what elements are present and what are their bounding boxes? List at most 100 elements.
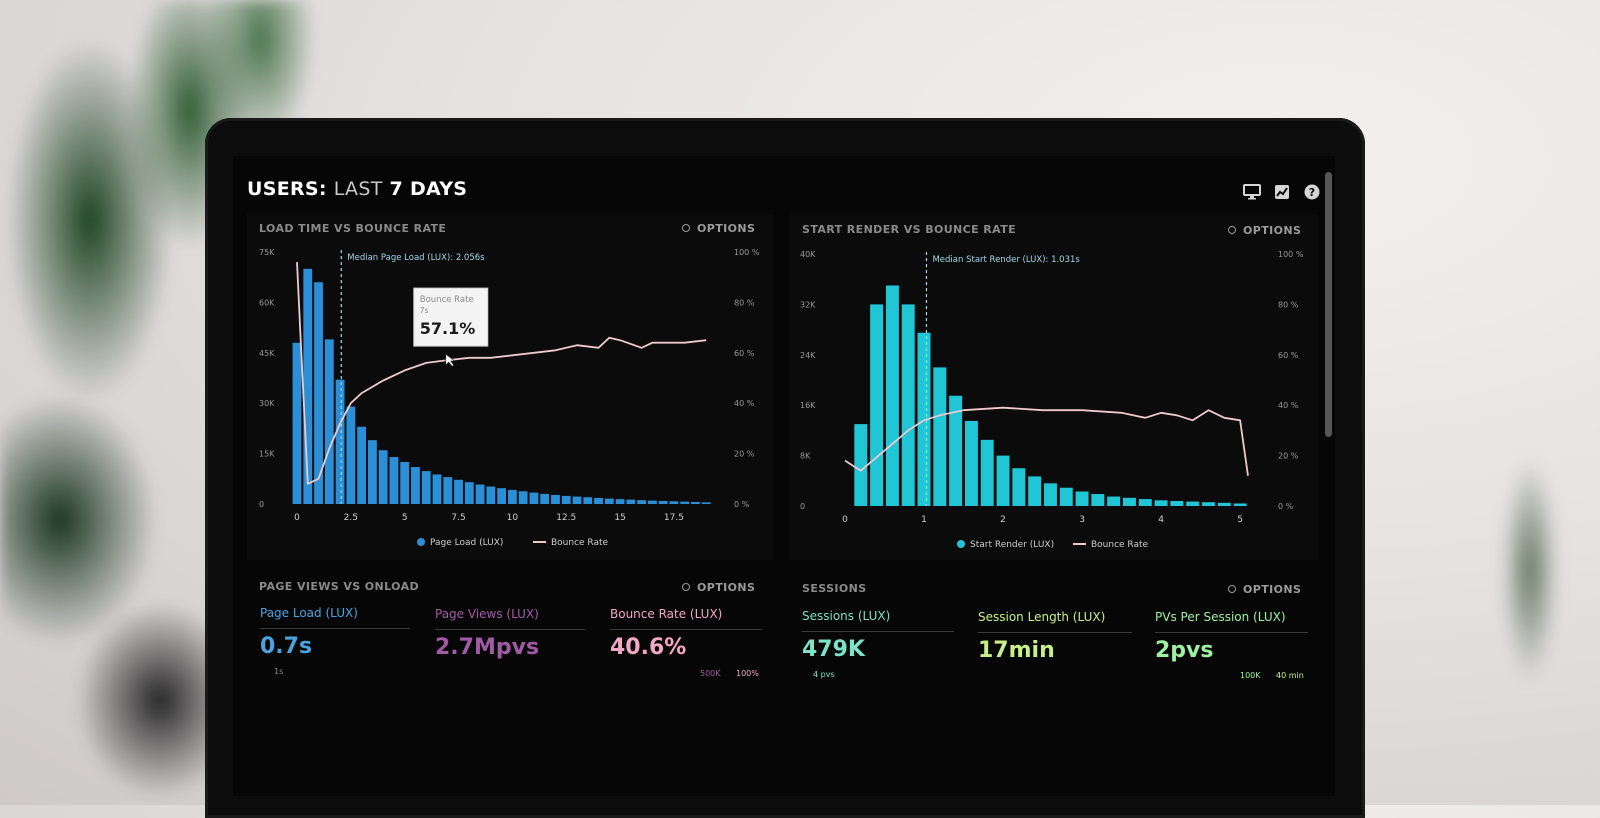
metric-rule [1155,632,1308,633]
chart-bar [400,462,410,504]
metric-page-load-label: Page Load (LUX) [260,606,358,620]
chart-bar [475,484,485,504]
panel-page-views-options[interactable]: OPTIONS [682,581,755,594]
x-tick-label: 3 [1079,515,1085,525]
metric-pvs-per-session-value: 2pvs [1155,638,1214,663]
chart-bar [1043,483,1057,506]
chart-bar [583,497,593,504]
chart-bar [949,395,963,506]
bounce-rate-line [844,406,1249,476]
chart-bar [626,499,636,504]
chart-bar [432,474,442,504]
chart-bar [389,456,399,504]
bounce-rate-line [296,262,707,485]
chart-bar [507,489,517,504]
chart-bar [529,492,539,504]
y-left-tick-label: 8K [800,452,811,461]
y-right-tick-label: 20 % [734,450,755,459]
x-tick-label: 1 [921,515,927,525]
metric-rule [978,632,1132,633]
legend-bars-label: Page Load (LUX) [430,538,503,548]
y-right-tick-label: 80 % [734,298,755,307]
x-tick-label: 2 [1000,515,1006,525]
chart-bar [1075,491,1089,506]
chart-bar [1138,499,1152,506]
monitor-icon[interactable] [1243,184,1261,200]
dashboard-title: USERS: LAST 7 DAYS [247,178,467,200]
chart-bar [1122,497,1136,506]
chart-bar [486,486,496,504]
chart-bar [647,500,657,504]
legend-bars-label: Start Render (LUX) [970,540,1054,550]
metric-bounce-rate-label: Bounce Rate (LUX) [610,607,723,621]
options-ring-icon [682,583,690,591]
chart-bar [464,482,474,504]
y-right-tick-label: 80 % [1278,300,1299,309]
chart-bar [996,455,1010,506]
panel-sessions-options[interactable]: OPTIONS [1228,583,1301,596]
chart-bar [378,450,388,504]
cursor-icon [445,353,456,367]
start-render-chart: 0 8K 16K 24K 32K 40K 0 % 20 % 40 % 60 % 80 % 100 % M… [800,250,1304,550]
header-icons: ? [1243,184,1321,200]
x-tick-label: 12.5 [556,513,576,523]
chart-bar [1186,501,1200,506]
chart-bar [615,499,625,504]
tooltip-label: Bounce Rate [420,295,474,305]
chart-bar [1217,502,1231,506]
chart-bar [1233,503,1247,506]
chart-bar [335,379,345,504]
panel-load-time-options[interactable]: OPTIONS [682,222,755,235]
y-right-tick-label: 40 % [1278,401,1299,410]
chart-bar [964,420,978,506]
x-tick-label: 4 [1158,515,1164,525]
chart-bar [1154,500,1168,506]
y-left-tick-label: 30K [259,399,275,408]
metric-page-views-value: 2.7Mpvs [435,635,540,660]
metric-rule [802,631,954,632]
y-left-tick-label: 32K [800,300,816,309]
panel-page-views-title: PAGE VIEWS VS ONLOAD [259,580,420,593]
chart-bar [669,501,679,504]
chart-bar [411,467,420,504]
scrollbar[interactable] [1325,172,1332,437]
metric-page-load-value: 0.7s [260,634,313,659]
chart-bar [324,339,334,504]
chart-bar [357,426,367,504]
x-tick-label: 2.5 [344,513,358,523]
x-tick-label: 5 [402,513,408,523]
options-label: OPTIONS [697,222,756,235]
title-mid: LAST [333,178,383,200]
chart-bar [572,496,582,504]
x-tick-label: 0 [842,515,848,525]
metric-session-length-label: Session Length (LUX) [978,610,1106,624]
help-icon[interactable]: ? [1303,184,1321,200]
chart-bar [854,424,868,506]
chart-bar [701,502,711,504]
title-prefix: USERS: [247,178,327,200]
sessions-footer-b: 40 min [1276,671,1304,680]
chart-bar [1170,500,1184,506]
chart-bar [421,471,431,504]
metric-rule [260,628,410,629]
chart-bar [1028,476,1042,506]
chart-bar [604,498,614,504]
chart-bar [518,491,528,504]
metric-session-length-value: 17min [978,638,1055,663]
y-right-tick-label: 40 % [734,399,755,408]
chart-bar [680,501,690,504]
x-tick-label: 0 [294,513,300,523]
x-tick-label: 10 [507,513,519,523]
metric-bounce-rate-value: 40.6% [610,635,687,660]
panel-start-render-options[interactable]: OPTIONS [1228,224,1301,237]
chart-bar [561,495,571,504]
y-right-tick-label: 0 % [1278,502,1294,511]
chart-icon[interactable] [1273,184,1291,200]
metric-sessions-sub: 4 pvs [813,670,835,679]
options-label: OPTIONS [1243,583,1302,596]
chart-bar [551,494,560,504]
median-label: Median Start Render (LUX): 1.031s [932,255,1080,265]
chart-bar [1012,468,1026,506]
load-time-chart: 0 15K 30K 45K 60K 75K 0 % 20 % 40 % 60 % 80 % 100 %… [259,248,760,548]
panel-sessions-title: SESSIONS [802,582,867,595]
